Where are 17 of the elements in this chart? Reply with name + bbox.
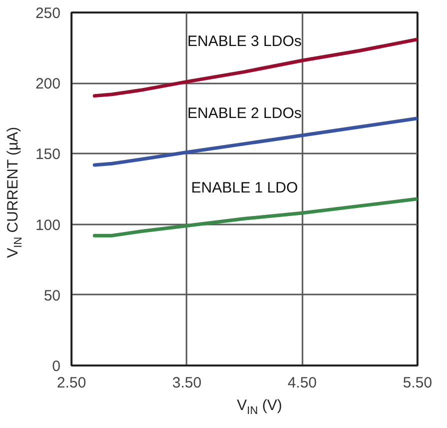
line-series <box>92 197 418 238</box>
series-label: ENABLE 1 LDO <box>191 180 298 197</box>
x-tick-label: 5.50 <box>402 374 432 392</box>
y-tick-label: 150 <box>35 146 61 164</box>
series-label: ENABLE 3 LDOs <box>187 32 302 50</box>
x-tick-label: 2.50 <box>56 374 86 392</box>
y-tick-label: 200 <box>35 76 61 93</box>
y-tick-label: 0 <box>52 358 60 375</box>
y-tick-label: 250 <box>35 5 61 22</box>
line-series <box>92 38 418 98</box>
x-axis-title: V$_{IN}$ (V) <box>236 396 284 419</box>
y-tick-label: 100 <box>35 216 61 234</box>
line-series <box>92 116 418 167</box>
x-tick-label: 4.50 <box>288 374 317 392</box>
x-tick-label: 3.50 <box>172 374 202 392</box>
series-label: ENABLE 2 LDOs <box>187 104 302 122</box>
y-tick-label: 50 <box>44 287 61 304</box>
